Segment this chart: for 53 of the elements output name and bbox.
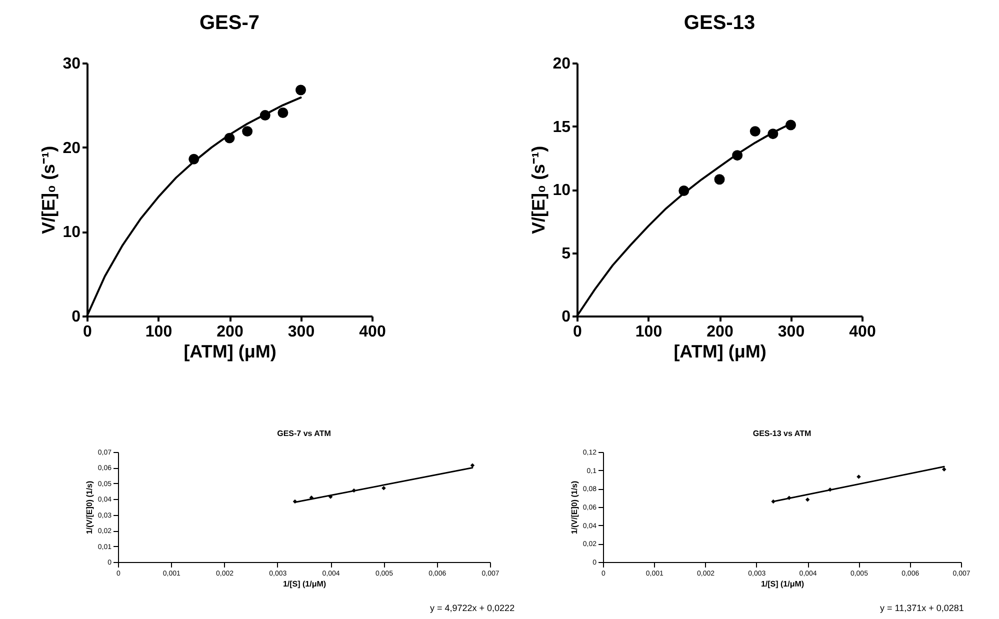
y-tick-label: 15: [552, 118, 571, 136]
x-tick-label: 300: [778, 324, 805, 340]
chart-title: GES-13 vs ATM: [752, 429, 812, 438]
point: [805, 498, 810, 502]
x-axis-title: 1/[S] (1/μM): [760, 580, 804, 588]
point: [750, 126, 760, 137]
y-tick-label: 0: [562, 308, 571, 326]
point: [260, 110, 270, 121]
point: [296, 84, 306, 96]
y-tick-label: 0: [72, 308, 81, 326]
y-axis-title: 1/(V/[E]0) (1/s): [84, 480, 94, 534]
point: [828, 487, 832, 492]
y-axis-title: 1/(V/[E]0) (1/s): [570, 480, 579, 534]
x-tick-label: 400: [849, 324, 876, 340]
point: [732, 150, 743, 161]
x-axis-title: [ATM] (μM): [674, 342, 766, 362]
y-tick-label: 10: [62, 224, 81, 242]
point: [292, 499, 298, 504]
y-tick-label: 10: [552, 182, 571, 199]
x-tick-label: 200: [706, 324, 734, 340]
point: [714, 174, 725, 185]
text: y = 4,9722x + 0,0222: [430, 603, 515, 613]
point: [942, 467, 946, 472]
point: [678, 186, 690, 196]
y-tick-label: 20: [552, 56, 571, 72]
chart-title: GES-13: [684, 12, 756, 34]
point: [278, 108, 288, 118]
x-tick-label: 0: [83, 324, 92, 340]
x-tick-label: 300: [288, 324, 315, 340]
point: [470, 463, 475, 468]
chart-title: GES-7: [199, 12, 260, 34]
chart-title: GES-7 vs ATM: [277, 429, 332, 438]
point: [309, 495, 314, 500]
point: [787, 496, 792, 500]
point: [768, 128, 778, 140]
y-tick-label: 5: [562, 245, 571, 262]
point: [786, 120, 796, 130]
point: [188, 154, 200, 164]
text: y = 11,371x + 0,0281: [880, 603, 964, 613]
x-tick-label: 100: [145, 324, 172, 340]
y-axis-title: V/[E]₀ (s⁻¹): [528, 146, 549, 234]
x-axis-title: 1/[S] (1/μM): [282, 580, 326, 588]
x-axis-title: [ATM] (μM): [184, 342, 276, 362]
x-tick-label: 200: [216, 324, 244, 340]
point: [224, 132, 235, 144]
point: [242, 126, 253, 137]
y-tick-label: 20: [62, 140, 81, 157]
x-tick-label: 400: [359, 324, 386, 340]
x-tick-label: 100: [635, 324, 662, 340]
point: [856, 474, 861, 479]
point: [382, 486, 386, 490]
y-tick-label: 30: [62, 56, 81, 72]
y-axis-title: V/[E]₀ (s⁻¹): [38, 146, 59, 234]
